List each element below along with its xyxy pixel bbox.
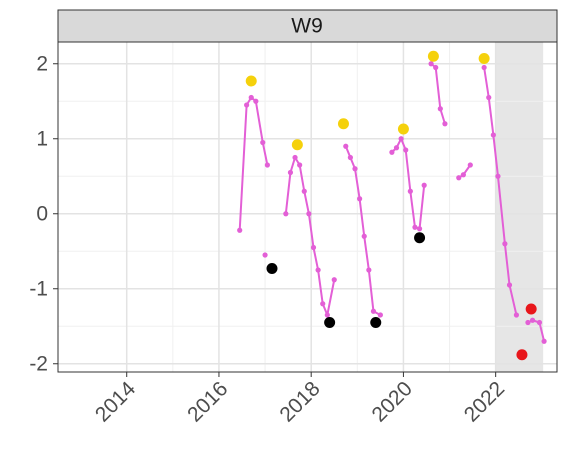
data-point [541, 339, 546, 344]
data-point [352, 166, 357, 171]
data-point [468, 162, 473, 167]
data-point [389, 150, 394, 155]
data-point [297, 162, 302, 167]
highlight-point [266, 263, 277, 274]
highlight-point [398, 124, 409, 135]
highlight-point [479, 53, 490, 64]
data-point [428, 61, 433, 66]
data-point [412, 225, 417, 230]
data-point [456, 175, 461, 180]
data-point [320, 301, 325, 306]
data-point [283, 211, 288, 216]
data-point [249, 95, 254, 100]
data-point [332, 277, 337, 282]
data-point [325, 312, 330, 317]
data-point [442, 121, 447, 126]
y-tick-label: 0 [36, 202, 48, 225]
y-tick-label: 2 [36, 52, 48, 75]
data-point [348, 155, 353, 160]
data-point [378, 312, 383, 317]
highlight-point [338, 118, 349, 129]
highlight-point [516, 349, 527, 360]
chart: W9 -2 -1 0 1 2 2014 2016 2018 2020 2022 [0, 0, 570, 454]
data-point [265, 162, 270, 167]
data-point [422, 183, 427, 188]
data-point [408, 189, 413, 194]
data-point [394, 145, 399, 150]
data-point [403, 147, 408, 152]
facet-label: W9 [291, 15, 323, 38]
data-point [366, 267, 371, 272]
y-tick-label: -1 [29, 277, 48, 300]
data-point [491, 132, 496, 137]
data-point [244, 102, 249, 107]
data-point [357, 196, 362, 201]
x-tick-label: 2022 [460, 377, 509, 426]
x-tick-label: 2018 [275, 377, 324, 426]
y-tick-label: 1 [36, 127, 48, 150]
data-point [502, 241, 507, 246]
highlight-point [246, 76, 257, 87]
data-point [292, 155, 297, 160]
data-point [525, 320, 530, 325]
highlight-point [292, 139, 303, 150]
data-point [482, 65, 487, 70]
highlight-point [526, 304, 537, 315]
data-point [311, 245, 316, 250]
data-point [262, 252, 267, 257]
x-tick-label: 2016 [183, 377, 232, 426]
data-point [316, 267, 321, 272]
data-point [302, 189, 307, 194]
data-point [507, 282, 512, 287]
x-tick-label: 2020 [368, 377, 417, 426]
highlight-region [496, 42, 544, 372]
data-point [306, 211, 311, 216]
data-point [417, 226, 422, 231]
data-point [486, 95, 491, 100]
highlight-point [414, 232, 425, 243]
data-point [537, 320, 542, 325]
x-tick-label: 2014 [91, 377, 141, 427]
data-point [343, 144, 348, 149]
y-tick-label: -2 [29, 352, 48, 375]
data-point [530, 318, 535, 323]
data-point [362, 234, 367, 239]
data-point [433, 65, 438, 70]
data-point [399, 136, 404, 141]
data-point [237, 228, 242, 233]
highlight-point [428, 51, 439, 62]
highlight-point [324, 317, 335, 328]
data-point [253, 99, 258, 104]
data-point [371, 309, 376, 314]
data-point [260, 140, 265, 145]
data-point [461, 172, 466, 177]
data-point [438, 106, 443, 111]
data-point [288, 170, 293, 175]
data-point [514, 312, 519, 317]
highlight-point [370, 317, 381, 328]
data-point [495, 174, 500, 179]
